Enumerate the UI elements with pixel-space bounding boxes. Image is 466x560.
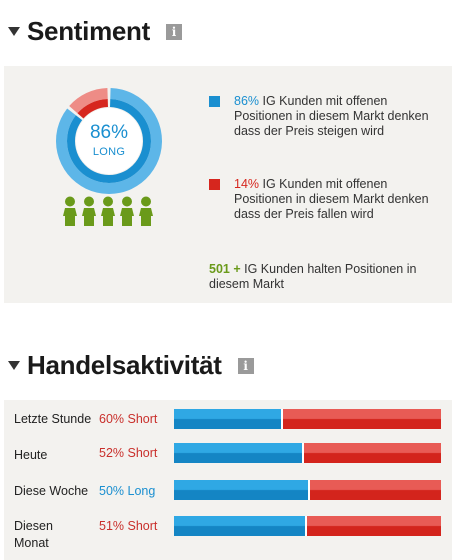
legend-long: 86% IG Kunden mit offenen Positionen in … <box>209 94 439 139</box>
activity-bar[interactable] <box>174 480 441 500</box>
legend-long-pct: 86% <box>234 94 260 108</box>
activity-row-value[interactable]: 50% Long <box>99 484 156 498</box>
holders-text: IG Kunden halten Positionen in diesem Ma… <box>209 262 417 291</box>
activity-row-value[interactable]: 51% Short <box>99 519 158 533</box>
activity-row-label: Heute <box>14 448 48 462</box>
donut-short-outer <box>69 88 108 114</box>
donut-chart <box>55 88 162 194</box>
donut-short-inner <box>77 99 108 119</box>
holders-count: 501 + <box>209 262 241 276</box>
legend-long-text: IG Kunden mit offenen Positionen in dies… <box>234 94 429 138</box>
sentiment-donut: 86% LONG <box>54 86 164 196</box>
donut-direction: LONG <box>92 146 126 158</box>
sentiment-title: Sentiment <box>27 16 150 46</box>
activity-panel: Letzte Stunde 60% Short Heute 52% Short … <box>4 400 452 560</box>
activity-row-label: Diese Woche <box>14 484 89 498</box>
donut-center <box>76 108 142 174</box>
activity-header: Handelsaktivität i <box>8 350 254 381</box>
activity-row-value[interactable]: 60% Short <box>99 412 158 426</box>
sentiment-panel: 86% LONG 86% IG Kunden mit offenen Posit… <box>4 66 452 303</box>
activity-bar[interactable] <box>174 516 441 536</box>
person-icon <box>101 196 115 226</box>
blue-square-icon <box>209 96 220 107</box>
activity-row-label: Diesen Monat <box>14 519 53 550</box>
person-icon <box>82 196 96 226</box>
red-square-icon <box>209 179 220 190</box>
person-icon <box>139 196 153 226</box>
bar-long-segment <box>174 443 303 463</box>
sentiment-header: Sentiment i <box>8 16 182 47</box>
person-icon <box>63 196 77 226</box>
legend-short-pct: 14% <box>234 177 260 191</box>
info-icon[interactable]: i <box>165 23 182 40</box>
activity-title: Handelsaktivität <box>27 350 222 380</box>
bar-long-segment <box>174 409 281 429</box>
activity-bar[interactable] <box>174 409 441 429</box>
people-icons <box>62 196 154 226</box>
legend-holders: 501 + IG Kunden halten Positionen in die… <box>209 262 439 292</box>
legend-short: 14% IG Kunden mit offenen Positionen in … <box>209 177 439 222</box>
legend-short-text: IG Kunden mit offenen Positionen in dies… <box>234 177 429 221</box>
bar-long-segment <box>174 480 308 500</box>
collapse-arrow-icon[interactable] <box>8 361 20 370</box>
bar-long-segment <box>174 516 305 536</box>
bar-short-segment <box>304 443 441 463</box>
bar-short-segment <box>282 409 441 429</box>
bar-short-segment <box>309 480 441 500</box>
info-icon[interactable]: i <box>237 357 254 374</box>
bar-short-segment <box>306 516 441 536</box>
donut-percent: 86% <box>89 122 129 143</box>
activity-row-value[interactable]: 52% Short <box>99 446 158 460</box>
person-icon <box>120 196 134 226</box>
activity-row-label: Letzte Stunde <box>14 412 92 426</box>
activity-bar[interactable] <box>174 443 441 463</box>
collapse-arrow-icon[interactable] <box>8 27 20 36</box>
